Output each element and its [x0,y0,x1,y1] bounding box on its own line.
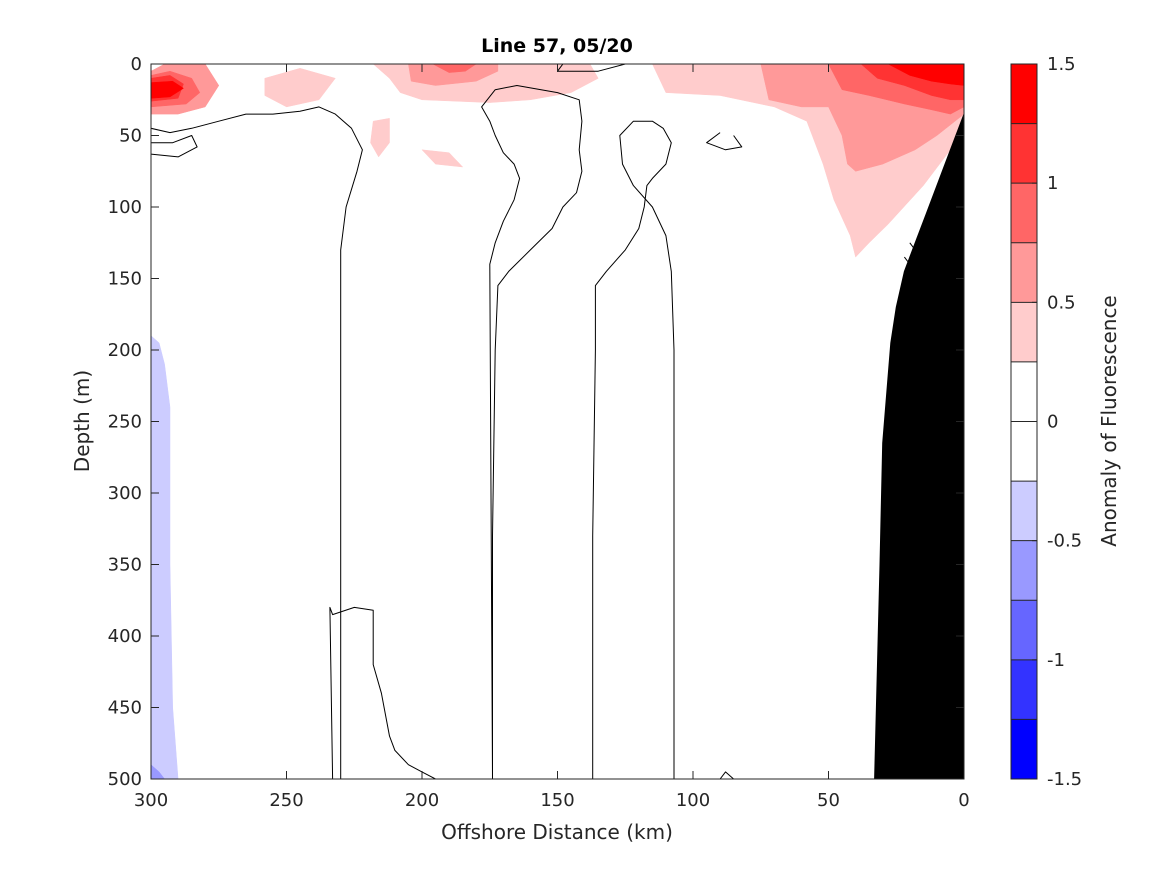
colorbar-segment [1011,421,1037,482]
colorbar-segment [1011,302,1037,362]
colorbar-segment [1011,242,1037,303]
x-tick-label: 100 [676,790,710,811]
filled-region-5 [370,118,390,158]
colorbar-segment [1011,600,1037,660]
colorbar-tick-label: -0.5 [1047,531,1082,552]
filled-region-6 [421,149,464,168]
bathymetry-layer [874,113,964,779]
filled-contours [151,64,964,779]
contour-line-5 [706,132,743,151]
contour-line-4 [329,606,436,779]
y-tick-label: 100 [108,197,142,218]
colorbar: 1.5 1 0.5 0 -0.5 -1 -1.5 [1010,54,1082,790]
x-axis-label: Offshore Distance (km) [441,820,673,844]
contour-line-2 [481,85,583,779]
y-tick-label: 50 [119,126,142,147]
contour-line-6 [719,771,734,779]
x-tick-label: 50 [817,790,840,811]
plot-area [151,64,964,779]
colorbar-segment [1011,123,1037,184]
contour-line-8 [557,64,626,72]
colorbar-segment [1011,659,1037,720]
colorbar-segment [1011,719,1037,779]
x-tick-label: 150 [540,790,574,811]
colorbar-segment [1011,64,1037,124]
x-tick-label: 0 [958,790,969,811]
y-axis: 0 50 100 150 200 250 300 350 400 450 500 [108,54,964,790]
x-axis: 300 250 200 150 100 50 0 [134,64,970,811]
colorbar-tick-label: 1.5 [1047,54,1076,75]
filled-region-4 [264,68,336,108]
colorbar-segment [1011,540,1037,601]
x-tick-label: 300 [134,790,168,811]
y-tick-label: 0 [131,54,142,75]
filled-region-17 [151,764,165,779]
contour-lines [151,64,924,779]
filled-region-16 [151,335,179,779]
x-tick-label: 200 [405,790,439,811]
y-tick-label: 350 [108,555,142,576]
colorbar-segment [1011,361,1037,422]
y-tick-label: 300 [108,483,142,504]
colorbar-tick-label: 0.5 [1047,292,1076,313]
y-tick-label: 200 [108,340,142,361]
colorbar-tick-label: 0 [1047,412,1058,433]
contour-line-0 [151,106,363,779]
y-tick-label: 500 [108,769,142,790]
filled-region-8 [408,64,499,86]
y-tick-label: 250 [108,412,142,433]
colorbar-tick-label: -1 [1047,650,1065,671]
y-axis-label: Depth (m) [70,370,94,472]
contour-line-1 [151,135,198,158]
colorbar-tick-label: -1.5 [1047,769,1082,790]
x-tick-label: 250 [269,790,303,811]
filled-region-14 [887,64,964,86]
chart-title: Line 57, 05/20 [481,35,633,57]
colorbar-segment [1011,183,1037,243]
bathymetry [874,113,964,779]
colorbar-label: Anomaly of Fluorescence [1097,295,1121,546]
colorbar-segment [1011,481,1037,541]
y-tick-label: 400 [108,626,142,647]
y-tick-label: 450 [108,698,142,719]
y-tick-label: 150 [108,269,142,290]
colorbar-tick-label: 1 [1047,173,1058,194]
filled-region-3 [151,80,184,99]
filled-region-9 [432,64,477,73]
contour-line-3 [592,120,675,779]
